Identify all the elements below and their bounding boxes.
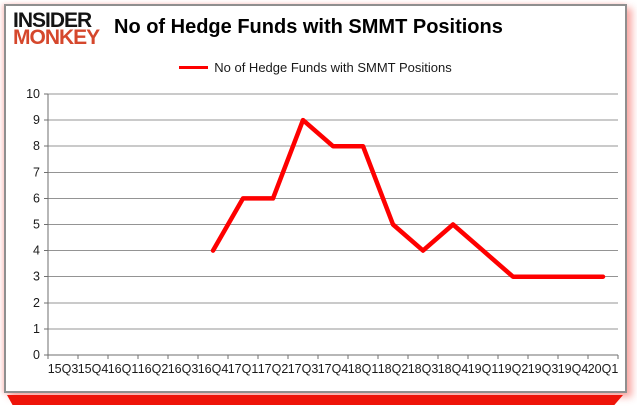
svg-text:5: 5: [33, 218, 40, 232]
svg-text:3: 3: [33, 270, 40, 284]
svg-text:10: 10: [26, 87, 40, 101]
svg-text:2: 2: [33, 296, 40, 310]
svg-text:20Q1: 20Q1: [588, 362, 619, 376]
svg-text:1: 1: [33, 322, 40, 336]
legend-line-swatch-icon: [179, 66, 209, 69]
svg-text:16Q1: 16Q1: [108, 362, 139, 376]
svg-text:9: 9: [33, 113, 40, 127]
legend: No of Hedge Funds with SMMT Positions: [6, 60, 625, 75]
svg-text:16Q4: 16Q4: [198, 362, 229, 376]
svg-text:8: 8: [33, 139, 40, 153]
chart-page: INSIDER MONKEY No of Hedge Funds with SM…: [4, 4, 627, 393]
svg-text:18Q2: 18Q2: [378, 362, 409, 376]
svg-text:19Q4: 19Q4: [558, 362, 589, 376]
svg-text:19Q2: 19Q2: [498, 362, 529, 376]
svg-text:18Q1: 18Q1: [348, 362, 379, 376]
svg-text:6: 6: [33, 191, 40, 205]
svg-text:18Q3: 18Q3: [408, 362, 439, 376]
insider-monkey-logo: INSIDER MONKEY: [13, 9, 100, 50]
svg-text:17Q3: 17Q3: [288, 362, 319, 376]
legend-label: No of Hedge Funds with SMMT Positions: [214, 60, 452, 75]
svg-text:4: 4: [33, 244, 40, 258]
svg-text:19Q3: 19Q3: [528, 362, 559, 376]
chart-canvas: 0 1 2 3 4 5 6 7 8 9 10 15Q3 15Q4 16Q1 16Q2 16Q3 16Q4 17Q1…: [26, 87, 619, 376]
svg-text:18Q4: 18Q4: [438, 362, 469, 376]
logo-line-insider: INSIDER: [13, 9, 92, 32]
svg-text:17Q1: 17Q1: [228, 362, 259, 376]
svg-text:16Q2: 16Q2: [138, 362, 169, 376]
svg-text:0: 0: [33, 348, 40, 362]
svg-text:19Q1: 19Q1: [468, 362, 499, 376]
svg-text:15Q4: 15Q4: [78, 362, 109, 376]
logo-line-monkey: MONKEY: [13, 26, 100, 50]
svg-text:15Q3: 15Q3: [48, 362, 79, 376]
chart-title: No of Hedge Funds with SMMT Positions: [114, 16, 503, 38]
svg-text:7: 7: [33, 165, 40, 179]
svg-text:16Q3: 16Q3: [168, 362, 199, 376]
bottom-red-shadow: [7, 395, 623, 405]
svg-text:17Q2: 17Q2: [258, 362, 289, 376]
svg-text:17Q4: 17Q4: [318, 362, 349, 376]
